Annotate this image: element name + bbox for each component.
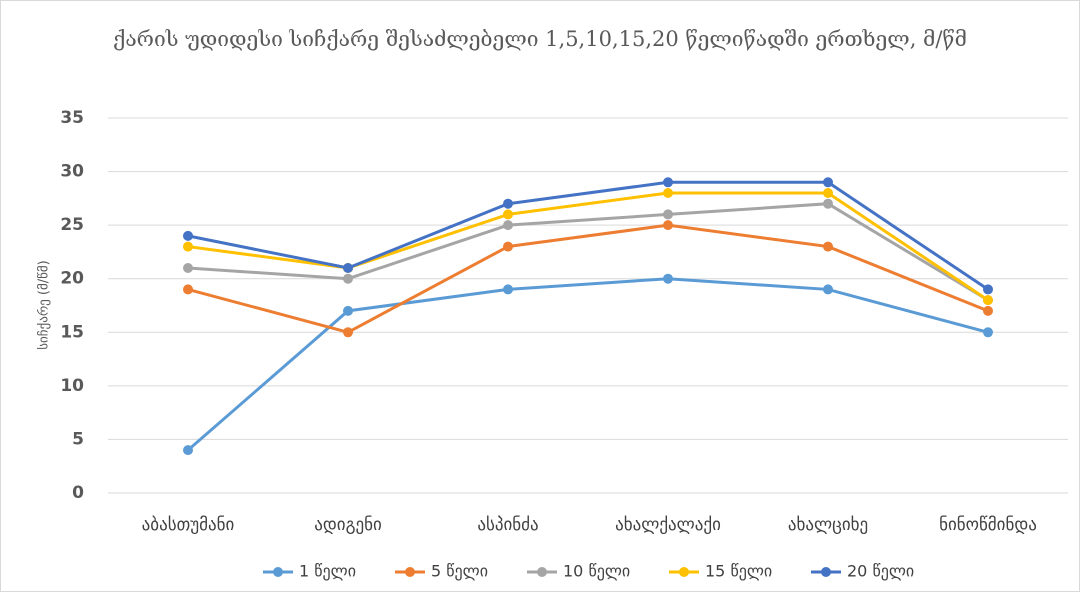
data-point xyxy=(983,305,993,316)
data-point xyxy=(663,273,673,284)
legend-label: 15 წელი xyxy=(705,562,772,581)
legend-marker xyxy=(679,567,689,577)
data-point xyxy=(183,445,193,456)
data-point xyxy=(823,241,833,252)
data-point xyxy=(983,327,993,338)
data-point xyxy=(663,220,673,231)
data-point xyxy=(823,198,833,209)
legend-label: 5 წელი xyxy=(431,562,488,581)
data-point xyxy=(343,273,353,284)
series-line xyxy=(187,277,989,452)
x-tick-label: აბასთუმანი xyxy=(142,515,235,535)
y-tick-label: 0 xyxy=(72,483,84,503)
chart-title: ქარის უდიდესი სიჩქარე შესაძლებელი 1,5,10… xyxy=(113,27,967,51)
series-line xyxy=(187,202,989,302)
data-point xyxy=(343,305,353,316)
x-tick-label: ადიგენი xyxy=(314,515,382,535)
data-point xyxy=(503,198,513,209)
data-point xyxy=(823,177,833,188)
y-tick-label: 35 xyxy=(60,108,84,128)
y-tick-label: 25 xyxy=(60,215,84,235)
data-point xyxy=(343,263,353,273)
legend-marker xyxy=(537,567,547,577)
data-point xyxy=(663,177,673,188)
data-point xyxy=(503,241,513,252)
x-tick-label: ახალქალაქი xyxy=(615,515,721,535)
series-line xyxy=(187,223,989,334)
legend-marker xyxy=(273,567,283,577)
data-point xyxy=(823,188,833,198)
x-tick-label: ასპინძა xyxy=(477,515,538,535)
data-point xyxy=(183,263,193,273)
y-tick-label: 30 xyxy=(60,162,84,182)
legend-marker xyxy=(405,567,415,577)
data-point xyxy=(503,220,513,231)
data-point xyxy=(503,209,513,220)
series-line xyxy=(187,191,989,302)
data-point xyxy=(183,241,193,252)
data-point xyxy=(183,230,193,241)
x-tick-label: ახალციხე xyxy=(788,515,868,535)
legend-marker xyxy=(821,567,831,577)
legend-label: 1 წელი xyxy=(299,562,356,581)
y-axis-label: სიჩქარე (მ/წმ) xyxy=(37,260,52,350)
data-point xyxy=(663,209,673,220)
y-tick-label: 10 xyxy=(60,376,84,396)
data-point xyxy=(823,284,833,295)
y-tick-label: 5 xyxy=(72,429,84,449)
data-point xyxy=(503,284,513,295)
legend-label: 10 წელი xyxy=(563,562,630,581)
data-point xyxy=(343,327,353,338)
y-tick-label: 15 xyxy=(60,322,84,342)
x-tick-label: ნინოწმინდა xyxy=(939,515,1037,535)
y-tick-label: 20 xyxy=(60,269,84,289)
data-point xyxy=(983,295,993,306)
data-point xyxy=(663,188,673,198)
series-line xyxy=(187,180,989,291)
data-point xyxy=(983,284,993,295)
legend-label: 20 წელი xyxy=(847,562,914,581)
data-point xyxy=(183,284,193,295)
